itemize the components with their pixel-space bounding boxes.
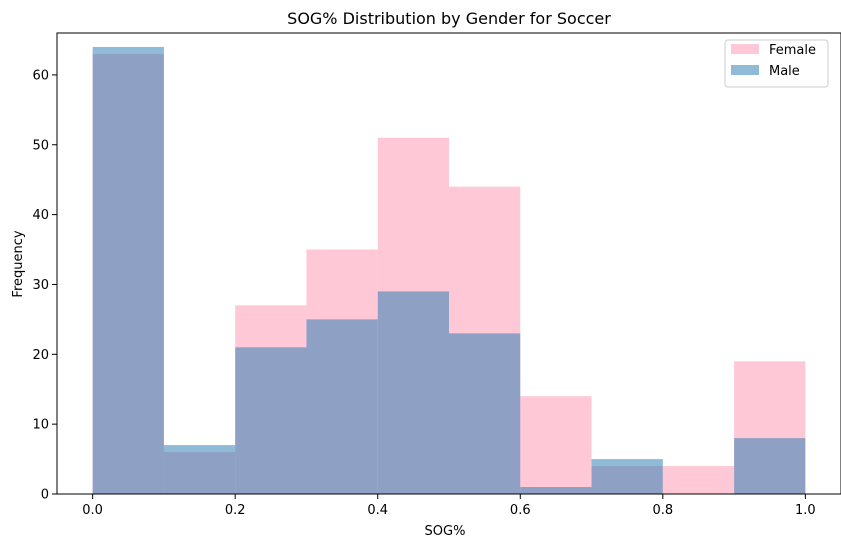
chart-title: SOG% Distribution by Gender for Soccer (287, 9, 611, 28)
x-tick-label: 0.0 (82, 503, 103, 518)
y-tick-label: 60 (32, 68, 49, 83)
bars-group (92, 46, 806, 495)
bar-male-6 (520, 487, 592, 494)
legend: Female Male (724, 39, 829, 88)
bar-male-3 (306, 319, 378, 494)
bar-female-8 (662, 466, 735, 494)
y-tick-label: 40 (32, 208, 49, 223)
x-tick-label: 0.6 (510, 503, 531, 518)
y-tick-label: 0 (41, 488, 49, 503)
x-tick-label: 0.8 (652, 503, 673, 518)
legend-label-female: Female (769, 43, 816, 58)
bar-male-9 (734, 438, 806, 494)
x-axis-label: SOG% (425, 524, 466, 539)
x-tick-label: 0.2 (225, 503, 246, 518)
bar-female-6 (520, 396, 592, 494)
bar-male-5 (449, 333, 521, 494)
plot-frame (56, 32, 841, 495)
y-tick-label: 30 (32, 278, 49, 293)
bar-male-4 (377, 291, 449, 494)
y-axis-ticks: 0 10 20 30 40 50 60 (32, 68, 57, 503)
x-tick-label: 1.0 (795, 503, 816, 518)
legend-swatch-female (731, 44, 759, 54)
bar-male-7 (591, 459, 663, 494)
y-axis-label: Frequency (11, 230, 26, 297)
bar-male-2 (235, 347, 307, 494)
legend-label-male: Male (769, 64, 800, 79)
y-tick-label: 20 (32, 348, 49, 363)
y-tick-label: 50 (32, 138, 49, 153)
bar-male-1 (163, 445, 236, 494)
x-tick-label: 0.4 (367, 503, 388, 518)
x-axis-ticks: 0.0 0.2 0.4 0.6 0.8 1.0 (82, 494, 816, 518)
legend-swatch-male (731, 65, 759, 75)
y-tick-label: 10 (32, 418, 49, 433)
bar-male-0 (92, 46, 164, 494)
